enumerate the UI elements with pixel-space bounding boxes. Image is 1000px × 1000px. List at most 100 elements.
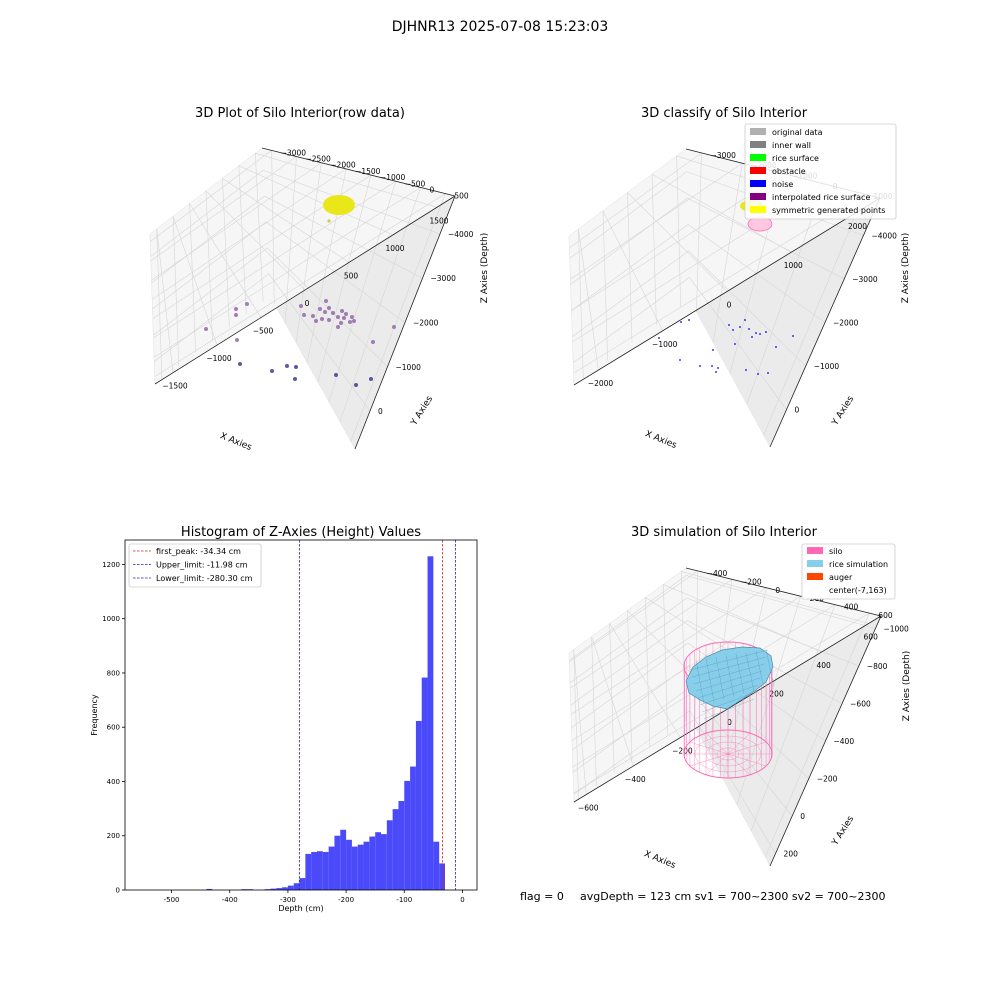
raw-x-gridline [156,228,174,379]
histogram-legend: first_peak: -34.34 cm Upper_limit: -11.98… [128,543,262,588]
raw-3d-data-point [392,325,396,329]
sim-z-tick-label: −1000 [883,625,909,634]
histogram-bar [421,677,428,890]
raw-3d-data-point [245,302,249,306]
simulation-3d-legend-swatch [807,560,823,567]
classify-3d-noise-point [732,329,734,331]
raw-3d-data-point [324,299,328,303]
simulation-3d-rice-mesh-line [693,663,765,685]
raw-3d-data-point [336,325,340,329]
cls-x-tick-label: −2000 [588,379,614,388]
panel-simulation-3d: 3D simulation of Silo Interior −600−400−… [568,525,912,871]
histogram-bar [241,889,248,890]
histogram-bar [398,801,405,890]
raw-z-gridline [151,195,423,283]
histogram-bar [392,809,399,890]
raw-x-tick-label: 0 [305,299,310,308]
histogram-bar [410,766,416,890]
raw-x-tick-label: 500 [344,271,359,280]
histogram-bar [322,852,329,890]
classify-3d-noise-point [759,333,761,335]
raw-y-tick-label: −3000 [281,148,307,157]
histogram-bar [317,851,323,890]
histogram-bar [357,844,364,890]
classify-3d-legend-swatch [750,154,766,161]
histogram-bar [328,846,335,890]
raw-x-tick-label: −500 [253,327,274,336]
raw-y-tick-label: −1500 [355,167,381,176]
raw-x-tick-label: −1500 [162,382,188,391]
histogram-bar [427,556,434,890]
raw-z-tick-label: 0 [378,407,383,416]
raw-3d-data-point [270,369,274,373]
raw-y-tick-label: −2500 [305,155,331,164]
raw-3d-data-point [234,313,238,317]
raw-3d-data-point [331,311,335,315]
simulation-3d-rice-mesh-line [697,677,761,699]
raw-3d-data-point [318,307,322,311]
raw-3d-data-point [327,318,331,322]
cls-x-gridline [578,228,599,379]
panel-histogram: Histogram of Z-Axies (Height) Values -50… [90,525,478,913]
simulation-3d-silo-floor-spoke [727,753,751,775]
classify-3d-noise-point [767,372,769,374]
sim-x-gridline [573,649,587,799]
histogram-bar [340,829,347,890]
raw-3d-data-point [344,312,348,316]
classify-3d-noise-point [688,319,690,321]
sim-y-axis-line [685,567,882,617]
classify-3d-z-ticks: 0 −1000 −2000 −3000 −4000 [795,231,898,414]
sim-y-tick-label: 400 [844,603,859,612]
classify-3d-x-ticks: −2000 −1000 0 1000 2000 [588,222,867,388]
simulation-3d-silo-floor-spoke [705,753,729,775]
classify-3d-noise-point [658,337,660,339]
histogram-bar [299,878,306,890]
classify-3d-zlabel: Z Axies (Depth) [901,233,911,304]
raw-3d-z-ticks: 0 −1000 −2000 −3000 −4000 [378,230,474,416]
simulation-3d-rice-mesh-line [695,670,763,692]
raw-3d-title: 3D Plot of Silo Interior(row data) [195,106,405,121]
classify-3d-noise-point [699,365,701,367]
simulation-3d-rice-mesh-line [705,658,715,702]
raw-3d-data-point [299,304,303,308]
simulation-3d-legend: silo rice simulation auger center(-7,163) [801,543,896,600]
cls-x-tick-label: −1000 [652,340,678,349]
histogram-bar [270,888,277,890]
simulation-3d-silo-floor-spoke [727,753,767,767]
cls-z-gridline [571,224,826,323]
cls-x-tick-label: 0 [727,301,732,310]
histogram-y-tick-label: 200 [107,832,120,840]
simulation-3d-legend-frame [801,543,896,600]
raw-z-axis-line [354,195,456,450]
sim-z-gridline [570,620,843,706]
raw-x-gridline [254,152,438,302]
raw-z-gridline [153,247,388,367]
sim-x-gridline [663,583,822,735]
simulation-3d-rice-mesh-line [715,656,725,700]
simulation-3d-legend-label: rice simulation [829,560,888,569]
raw-z-tick-label: −2000 [413,319,439,328]
sim-x-tick-label: 600 [864,632,879,641]
sim-z-gridline [569,597,859,684]
classify-3d-noise-point [751,336,753,338]
classify-3d-noise-point [744,319,746,321]
classify-3d-legend-swatch [750,141,766,148]
histogram-bar [287,885,294,890]
histogram-legend-label: first_peak: -34.34 cm [156,547,241,556]
classify-3d-noise-point [711,365,713,367]
simulation-3d-legend-label: silo [829,547,843,556]
raw-y-tick-label: 500 [454,192,469,201]
classify-3d-legend: original data inner wall rice surface obsta… [744,123,897,220]
simulation-3d-rice-mesh-line [701,691,757,713]
classify-3d-legend-swatch [750,167,766,174]
classify-3d-noise-point [715,371,717,373]
raw-3d-data-point [302,313,306,317]
histogram-x-tick-label: -400 [222,896,238,904]
raw-y-tick-label: −500 [405,179,426,188]
histogram-x-tick-label: 0 [460,896,464,904]
classify-3d-legend-label: rice surface [772,154,819,163]
classify-3d-noise-point [739,326,741,328]
histogram-x-tick-label: -200 [338,896,354,904]
simulation-3d-rice-mesh-line [735,653,745,695]
histogram-legend-label: Upper_limit: -11.98 cm [156,561,248,570]
